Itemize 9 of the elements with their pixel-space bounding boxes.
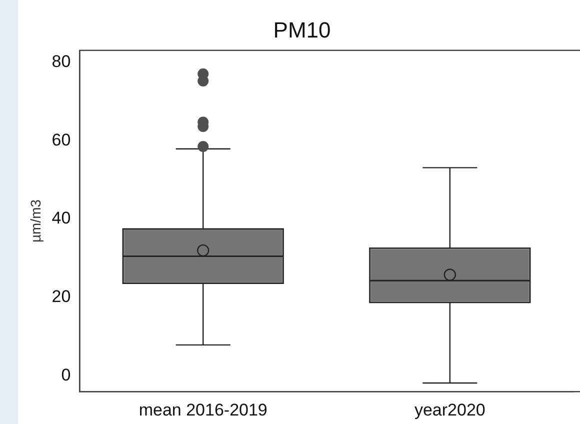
y-tick-label: 60 (52, 130, 71, 150)
y-axis-title: µm/m3 (27, 199, 44, 243)
y-tick-label: 20 (52, 287, 71, 306)
x-tick-label: mean 2016-2019 (138, 400, 268, 420)
x-tick-label: year2020 (414, 400, 486, 420)
y-tick-label: 40 (52, 208, 71, 228)
y-tick-label: 0 (61, 366, 71, 385)
y-tick-label: 80 (52, 52, 71, 71)
chart-title: PM10 (273, 17, 331, 42)
